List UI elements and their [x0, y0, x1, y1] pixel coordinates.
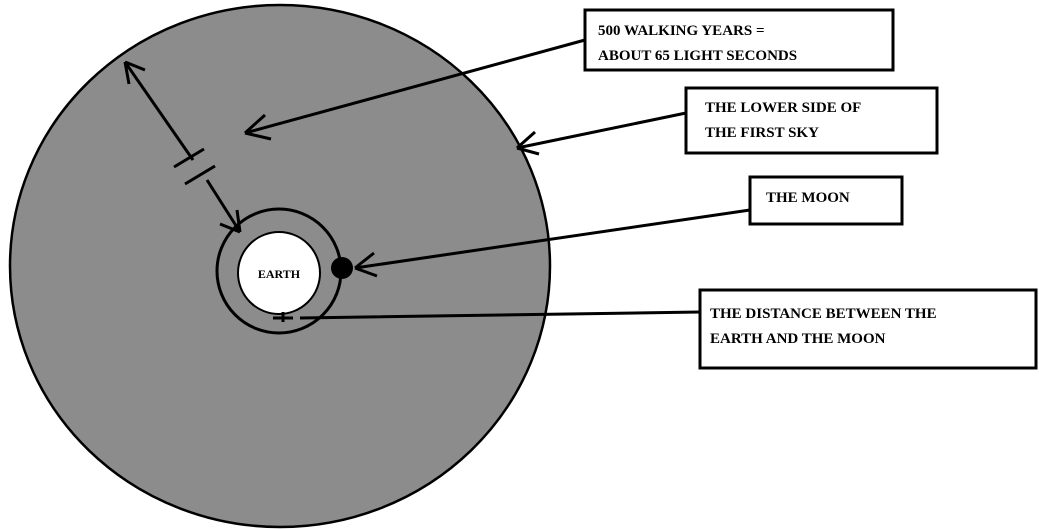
label-box: 500 WALKING YEARS = ABOUT 65 LIGHT SECON…	[585, 10, 893, 70]
moon	[331, 257, 353, 279]
label-line: 500 WALKING YEARS =	[598, 23, 765, 39]
label-line: THE DISTANCE BETWEEN THE	[710, 306, 937, 322]
label-line: EARTH AND THE MOON	[710, 331, 886, 347]
label-box: THE DISTANCE BETWEEN THE EARTH AND THE M…	[700, 290, 1036, 368]
label-line: THE LOWER SIDE OF	[705, 100, 861, 116]
label-box: THE MOON	[750, 177, 902, 224]
earth-label: EARTH	[258, 267, 301, 281]
diagram: EARTH 500 WALKING YEARS = ABOUT 65 LIGHT…	[0, 0, 1039, 529]
label-line: THE MOON	[766, 190, 850, 206]
label-line: ABOUT 65 LIGHT SECONDS	[598, 48, 797, 64]
label-line: THE FIRST SKY	[705, 125, 819, 141]
label-box: THE LOWER SIDE OF THE FIRST SKY	[686, 88, 937, 153]
